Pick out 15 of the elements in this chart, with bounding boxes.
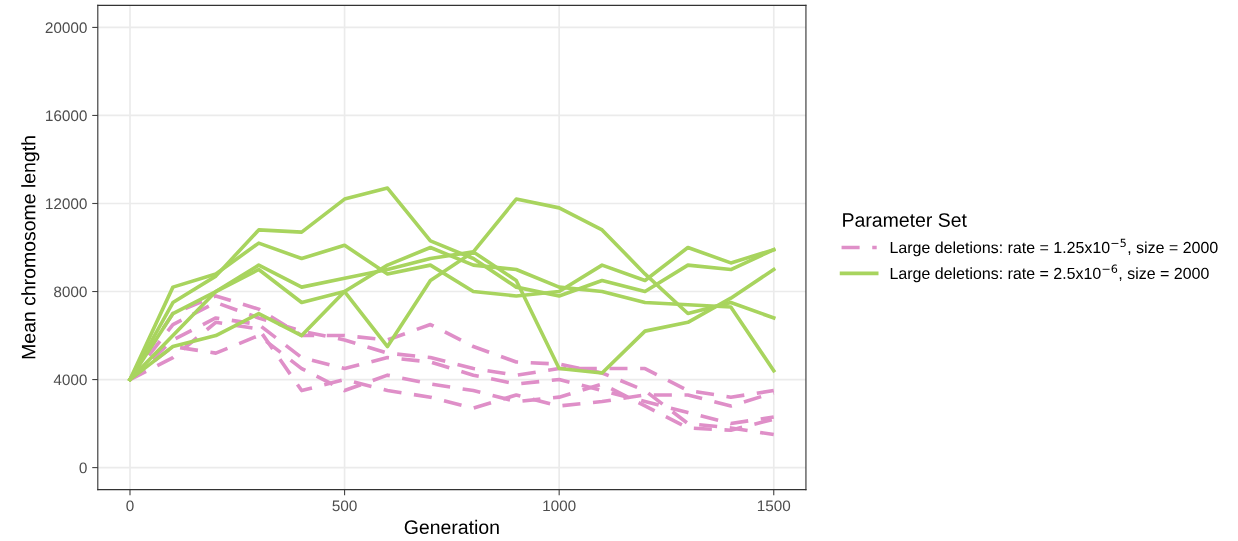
x-tick-label: 500: [332, 500, 357, 512]
y-axis-title: Mean chromosome length: [21, 136, 40, 359]
y-tick-label: 20000: [45, 22, 87, 34]
x-tick-label: 1500: [757, 500, 791, 512]
y-tick-label: 8000: [54, 286, 87, 298]
y-tick-label: 0: [79, 462, 87, 474]
legend-label: Large deletions: rate = 2.5x10$^{−6}$, size = 2000: [890, 264, 1209, 283]
y-tick-label: 12000: [46, 198, 87, 210]
x-tick-label: 0: [126, 500, 134, 512]
x-tick-label: 1000: [543, 500, 576, 512]
legend-title: Parameter Set: [843, 213, 967, 227]
legend-label: Large deletions: rate = 1.25x10$^{−5}$, size = 2000: [890, 238, 1218, 257]
x-axis-title: Generation: [404, 519, 499, 535]
y-tick-label: 4000: [53, 374, 87, 386]
y-tick-label: 16000: [46, 110, 87, 122]
